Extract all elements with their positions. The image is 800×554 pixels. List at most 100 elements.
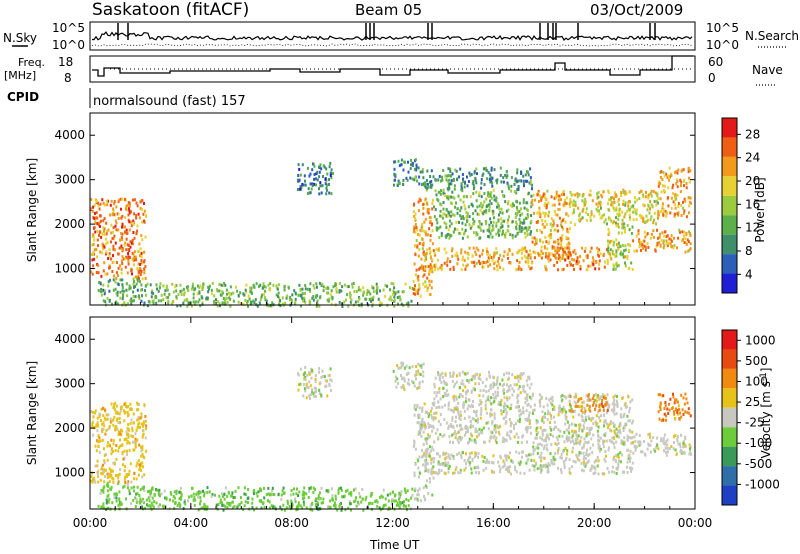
range-cell [493, 428, 496, 432]
range-cell [431, 258, 434, 262]
range-cell [450, 222, 453, 226]
range-cell [293, 289, 296, 293]
range-cell [530, 266, 533, 270]
range-cell [297, 174, 300, 177]
range-cell [436, 391, 439, 395]
range-cell [115, 496, 118, 500]
colorbar-swatch [722, 215, 737, 235]
range-cell [415, 239, 418, 243]
range-cell [134, 437, 137, 441]
range-cell [117, 449, 120, 453]
range-cell [431, 493, 434, 497]
range-cell [464, 372, 467, 376]
range-cell [107, 257, 110, 260]
range-cell [232, 496, 235, 500]
range-cell [412, 292, 415, 295]
range-cell [553, 203, 556, 207]
range-cell [474, 178, 477, 182]
range-cell [582, 451, 585, 455]
range-cell [249, 302, 252, 306]
range-cell [445, 234, 448, 238]
range-cell [420, 366, 423, 370]
range-cell [169, 498, 171, 502]
range-cell [151, 496, 154, 500]
range-cell [475, 199, 478, 203]
range-cell [504, 408, 507, 412]
range-cell [135, 477, 138, 481]
range-cell [117, 430, 120, 434]
range-cell [407, 499, 410, 503]
range-cell [575, 453, 578, 457]
freq-tick-top: 18 [58, 55, 73, 69]
range-cell [519, 376, 522, 380]
range-cell [96, 255, 98, 259]
range-cell [491, 258, 494, 262]
range-cell [104, 237, 107, 241]
range-cell [459, 414, 462, 418]
range-cell [202, 489, 204, 493]
range-cell [524, 246, 527, 250]
range-cell [506, 174, 509, 178]
range-cell [602, 433, 605, 437]
range-cell [564, 250, 566, 254]
range-cell [331, 297, 334, 301]
range-cell [286, 294, 289, 298]
range-cell [631, 268, 634, 271]
range-cell [469, 455, 472, 459]
range-cell [384, 503, 387, 507]
range-cell [546, 433, 549, 437]
range-cell [276, 287, 279, 291]
range-cell [400, 385, 403, 389]
range-cell [514, 234, 517, 238]
range-cell [328, 505, 331, 509]
range-cell [133, 198, 136, 202]
range-cell [470, 173, 473, 176]
range-cell [91, 235, 94, 238]
range-cell [549, 452, 552, 456]
range-cell [174, 285, 177, 289]
range-cell [253, 285, 256, 289]
range-cell [518, 260, 521, 264]
range-cell [417, 254, 420, 258]
range-cell [428, 451, 431, 455]
range-cell [462, 400, 465, 404]
range-cell [568, 467, 571, 471]
range-cell [400, 302, 403, 306]
range-cell [164, 496, 167, 500]
range-cell [476, 420, 479, 424]
range-cell [411, 365, 414, 369]
range-cell [417, 489, 419, 493]
range-cell [453, 187, 456, 191]
range-cell [530, 458, 533, 462]
range-cell [505, 176, 508, 179]
range-cell [249, 290, 252, 294]
range-cell [429, 183, 432, 187]
range-cell [165, 286, 168, 290]
range-cell [329, 378, 332, 382]
range-cell [289, 298, 291, 302]
range-cell [381, 495, 384, 499]
range-cell [526, 430, 529, 434]
range-cell [407, 378, 410, 382]
range-cell [528, 468, 531, 472]
range-cell [415, 377, 417, 381]
range-cell [514, 465, 516, 469]
range-cell [528, 453, 531, 457]
range-cell [140, 445, 142, 449]
range-cell [433, 391, 436, 395]
range-cell [541, 437, 543, 441]
range-cell [432, 465, 435, 469]
range-cell [408, 382, 411, 386]
range-cell [612, 263, 615, 267]
range-cell [492, 210, 495, 214]
range-cell [563, 463, 566, 466]
range-cell [603, 457, 606, 461]
range-cell [375, 289, 378, 293]
range-cell [445, 251, 448, 255]
range-cell [565, 396, 568, 400]
range-cell [353, 290, 356, 293]
range-cell [540, 230, 543, 234]
range-cell [439, 433, 442, 436]
range-cell [460, 393, 463, 397]
range-cell [215, 298, 217, 302]
